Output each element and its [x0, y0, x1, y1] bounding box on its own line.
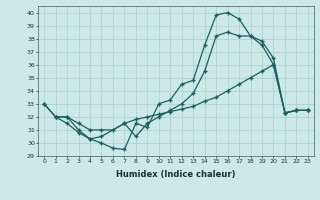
X-axis label: Humidex (Indice chaleur): Humidex (Indice chaleur) [116, 170, 236, 179]
